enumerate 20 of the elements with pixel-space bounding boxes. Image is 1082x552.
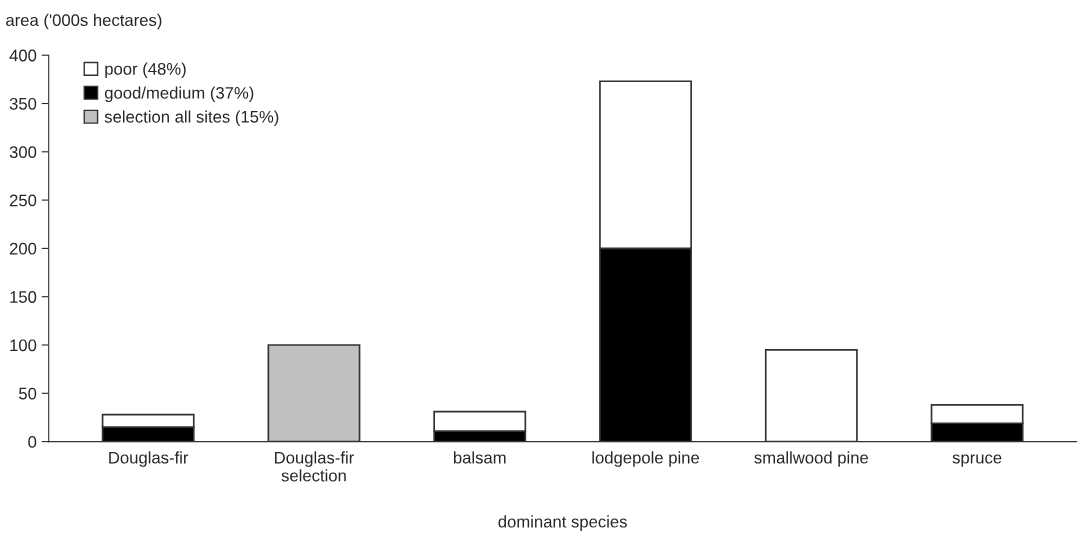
x-tick-label: spruce — [952, 454, 1002, 467]
y-tick-label: 350 — [9, 97, 37, 110]
y-tick-label: 250 — [9, 194, 37, 207]
y-tick-label: 400 — [9, 49, 37, 62]
x-tick-label: lodgepole pine — [592, 451, 700, 467]
legend-label: selection all sites (15%) — [104, 110, 279, 127]
legend-label: poor (48%) — [105, 62, 186, 79]
y-tick-label: 100 — [10, 339, 37, 352]
y-tick-label: 50 — [19, 387, 37, 400]
x-tick-label: smallwood pine — [754, 451, 869, 467]
y-axis-title: area ('000s hectares) — [6, 13, 162, 30]
x-tick-label: Douglas-fir selection — [275, 451, 354, 482]
x-tick-label: balsam — [453, 451, 506, 464]
y-tick-label: 300 — [9, 146, 37, 158]
y-tick-label: 150 — [10, 291, 37, 303]
x-axis-title: dominant species — [498, 515, 627, 531]
x-tick-label: Douglas-fir — [109, 451, 189, 467]
y-tick-label: 0 — [28, 436, 37, 448]
y-tick-label: 200 — [9, 242, 37, 255]
legend-label: good/medium (37%) — [104, 86, 254, 103]
